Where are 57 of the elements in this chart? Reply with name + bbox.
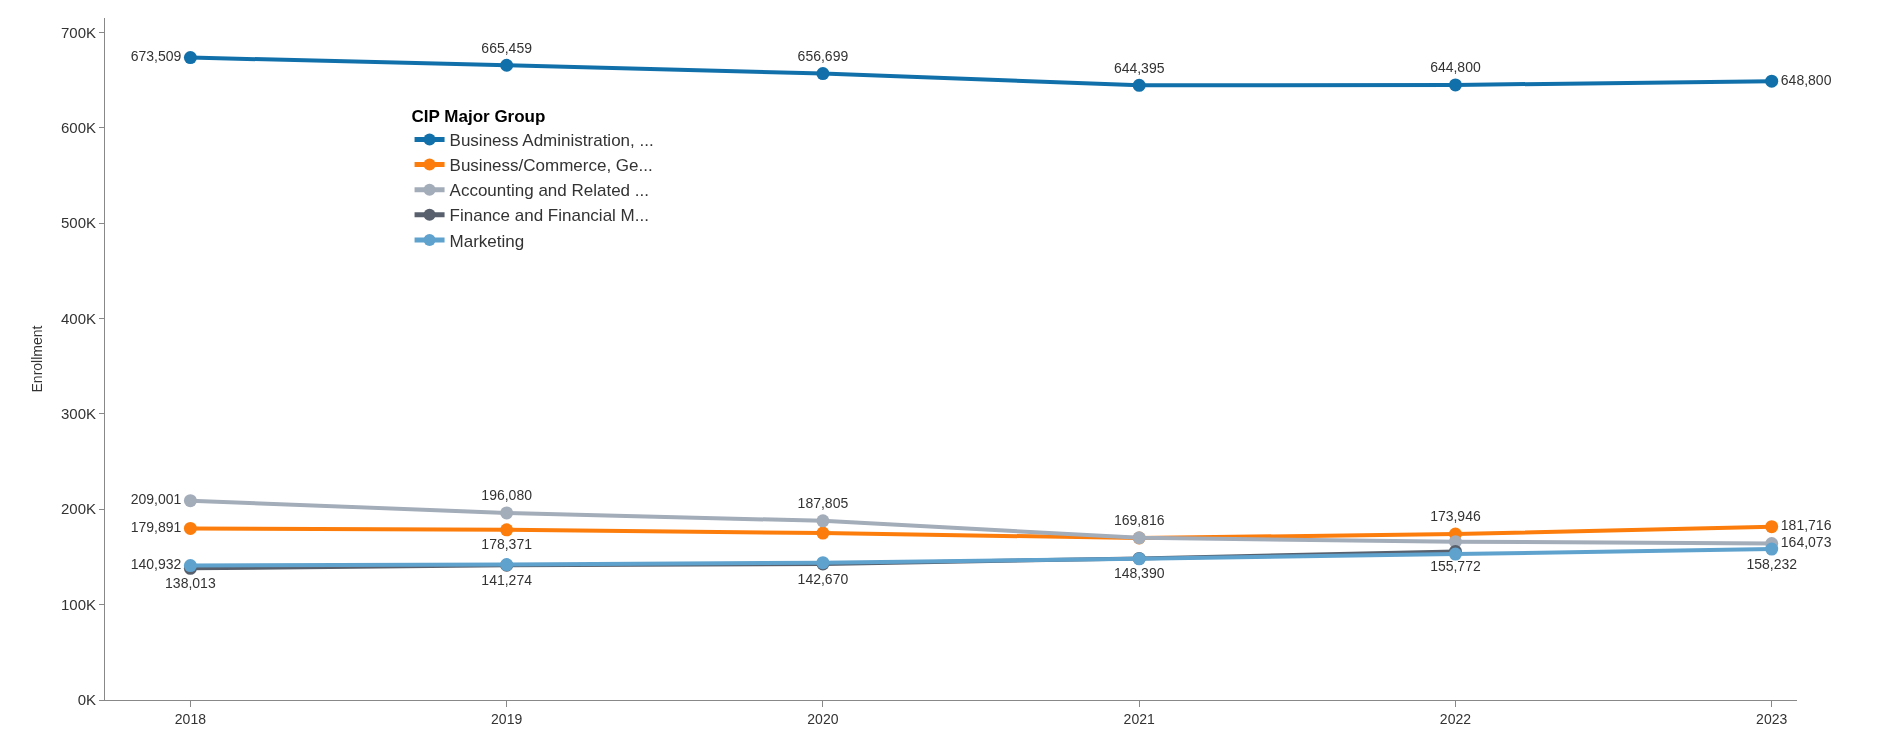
- data-label: 181,716: [1780, 517, 1832, 534]
- point: [183, 51, 197, 65]
- y-tick-label: 700K: [60, 23, 96, 41]
- point: [816, 514, 830, 528]
- y-tick-label: 300K: [60, 405, 96, 423]
- y-tick-label: 200K: [60, 500, 96, 518]
- y-axis-title: Enrollment: [28, 325, 45, 393]
- legend-label: Marketing: [449, 231, 525, 251]
- legend-label: Accounting and Related ...: [449, 181, 649, 201]
- data-label: 196,080: [481, 487, 533, 504]
- x-tick-label: 2022: [1439, 710, 1472, 727]
- data-label: 644,800: [1430, 59, 1481, 76]
- data-label: 648,800: [1780, 71, 1832, 88]
- data-label: 173,946: [1430, 508, 1481, 525]
- data-label: 169,816: [1113, 512, 1165, 529]
- data-label: 141,274: [481, 571, 533, 588]
- point: [183, 494, 197, 508]
- point: [500, 58, 514, 72]
- data-label: 187,805: [797, 495, 849, 512]
- point: [1765, 74, 1779, 88]
- x-tick-label: 2019: [491, 710, 523, 727]
- data-label: 138,013: [165, 574, 216, 591]
- y-tick-label: 100K: [60, 595, 96, 613]
- data-label: 179,891: [130, 518, 182, 535]
- legend-label: Business/Commerce, Ge...: [449, 156, 653, 176]
- data-label: 155,772: [1430, 558, 1481, 575]
- legend-title: CIP Major Group: [411, 106, 546, 126]
- point: [1765, 542, 1779, 556]
- data-label: 665,459: [481, 39, 533, 56]
- data-label: 140,932: [130, 556, 182, 573]
- point: [500, 506, 514, 520]
- point: [183, 521, 197, 535]
- data-label: 142,670: [797, 570, 849, 587]
- legend-label: Business Administration, ...: [449, 131, 654, 151]
- point: [1448, 78, 1462, 92]
- point: [816, 67, 830, 81]
- data-label: 158,232: [1746, 555, 1798, 572]
- point: [816, 526, 830, 540]
- data-label: 148,390: [1113, 565, 1165, 582]
- point: [500, 523, 514, 537]
- point: [1132, 78, 1146, 92]
- data-label: 178,371: [481, 536, 533, 553]
- x-tick-label: 2023: [1756, 710, 1788, 727]
- data-label: 209,001: [130, 491, 182, 508]
- x-tick-label: 2018: [174, 710, 207, 727]
- data-label: 164,073: [1780, 534, 1832, 550]
- data-label: 673,509: [130, 48, 182, 65]
- y-tick-label: 400K: [60, 309, 96, 327]
- legend-label: Finance and Financial M...: [449, 206, 649, 226]
- y-tick-label: 500K: [60, 214, 96, 232]
- x-tick-label: 2020: [807, 710, 839, 727]
- y-tick-label: 600K: [60, 118, 96, 136]
- point: [1765, 520, 1779, 534]
- y-tick-label: 0K: [77, 691, 96, 709]
- data-label: 656,699: [797, 47, 849, 64]
- x-tick-label: 2021: [1123, 710, 1155, 727]
- data-label: 644,395: [1113, 59, 1165, 76]
